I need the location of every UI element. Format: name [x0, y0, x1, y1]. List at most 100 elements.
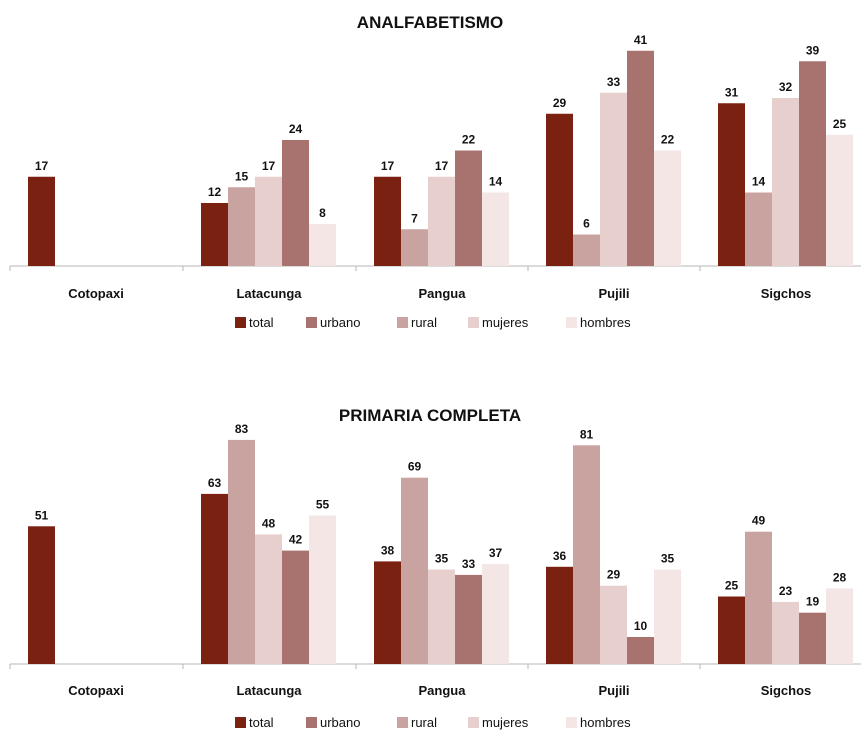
legend-swatch-total	[235, 717, 246, 728]
legend-swatch-urbano	[306, 717, 317, 728]
bar-pujili-urbano	[627, 50, 654, 266]
data-label-pangua-mujeres: 35	[435, 552, 449, 566]
bar-pujili-rural	[573, 445, 600, 664]
data-label-pujili-rural: 81	[580, 427, 594, 441]
bar-pujili-hombres	[654, 569, 681, 664]
category-label-pangua: Pangua	[419, 683, 467, 698]
data-label-pangua-rural: 7	[411, 211, 418, 225]
data-label-pujili-mujeres: 33	[607, 75, 621, 89]
legend-label-hombres: hombres	[580, 315, 631, 330]
data-label-latacunga-hombres: 8	[319, 206, 326, 220]
category-label-pujili: Pujili	[598, 286, 629, 301]
data-label-pujili-mujeres: 29	[607, 568, 621, 582]
data-label-sigchos-rural: 49	[752, 514, 766, 528]
bar-pangua-hombres	[482, 192, 509, 266]
data-label-latacunga-urbano: 24	[289, 122, 303, 136]
bar-sigchos-hombres	[826, 134, 853, 266]
legend-swatch-urbano	[306, 317, 317, 328]
legend-label-mujeres: mujeres	[482, 315, 529, 330]
bar-pangua-urbano	[455, 150, 482, 266]
bar-latacunga-total	[201, 203, 228, 266]
data-label-pujili-hombres: 22	[661, 133, 675, 147]
bar-pangua-mujeres	[428, 176, 455, 266]
bar-latacunga-rural	[228, 187, 255, 266]
data-label-pangua-rural: 69	[408, 460, 422, 474]
data-label-latacunga-rural: 15	[235, 169, 249, 183]
bar-pangua-total	[374, 561, 401, 664]
bar-sigchos-total	[718, 103, 745, 266]
bar-sigchos-urbano	[799, 61, 826, 266]
data-label-sigchos-hombres: 25	[833, 117, 847, 131]
data-label-pujili-urbano: 10	[634, 619, 648, 633]
bar-pangua-hombres	[482, 564, 509, 664]
legend-swatch-total	[235, 317, 246, 328]
category-label-cotopaxi: Cotopaxi	[68, 683, 124, 698]
bar-pujili-hombres	[654, 150, 681, 266]
category-label-latacunga: Latacunga	[236, 683, 302, 698]
data-label-cotopaxi-total: 51	[35, 508, 49, 522]
bar-pangua-total	[374, 176, 401, 266]
bar-pujili-total	[546, 566, 573, 664]
data-label-pujili-total: 29	[553, 96, 567, 110]
data-label-cotopaxi-total: 17	[35, 159, 49, 173]
data-label-sigchos-mujeres: 32	[779, 80, 793, 94]
bar-latacunga-hombres	[309, 224, 336, 266]
bar-latacunga-mujeres	[255, 176, 282, 266]
bar-cotopaxi-total	[28, 176, 55, 266]
data-label-pangua-total: 17	[381, 159, 395, 173]
category-label-sigchos: Sigchos	[761, 286, 812, 301]
legend-swatch-mujeres	[468, 317, 479, 328]
chart-title: ANALFABETISMO	[357, 13, 503, 32]
bar-sigchos-total	[718, 596, 745, 664]
data-label-latacunga-total: 63	[208, 476, 222, 490]
bar-pujili-total	[546, 113, 573, 266]
data-label-sigchos-mujeres: 23	[779, 584, 793, 598]
bar-pujili-urbano	[627, 637, 654, 664]
bar-latacunga-rural	[228, 439, 255, 664]
data-label-sigchos-urbano: 19	[806, 595, 820, 609]
bar-sigchos-rural	[745, 531, 772, 664]
data-label-latacunga-hombres: 55	[316, 498, 330, 512]
data-label-pujili-total: 36	[553, 549, 567, 563]
legend-label-rural: rural	[411, 315, 437, 330]
legend-label-urbano: urbano	[320, 715, 360, 730]
data-label-sigchos-total: 25	[725, 579, 739, 593]
bar-sigchos-mujeres	[772, 601, 799, 664]
bar-pangua-urbano	[455, 574, 482, 664]
bar-sigchos-hombres	[826, 588, 853, 664]
legend-swatch-rural	[397, 317, 408, 328]
legend-swatch-hombres	[566, 717, 577, 728]
legend-label-hombres: hombres	[580, 715, 631, 730]
bar-pujili-mujeres	[600, 92, 627, 266]
data-label-pangua-urbano: 33	[462, 557, 476, 571]
data-label-pujili-urbano: 41	[634, 33, 648, 47]
category-label-sigchos: Sigchos	[761, 683, 812, 698]
data-label-latacunga-mujeres: 17	[262, 159, 276, 173]
category-label-pangua: Pangua	[419, 286, 467, 301]
data-label-pangua-total: 38	[381, 543, 395, 557]
data-label-latacunga-mujeres: 48	[262, 516, 276, 530]
bar-pujili-mujeres	[600, 585, 627, 664]
bar-sigchos-rural	[745, 192, 772, 266]
bar-latacunga-total	[201, 493, 228, 664]
legend-swatch-rural	[397, 717, 408, 728]
category-label-cotopaxi: Cotopaxi	[68, 286, 124, 301]
bar-cotopaxi-total	[28, 526, 55, 664]
legend-label-rural: rural	[411, 715, 437, 730]
data-label-sigchos-rural: 14	[752, 175, 766, 189]
bar-sigchos-urbano	[799, 612, 826, 664]
category-label-latacunga: Latacunga	[236, 286, 302, 301]
data-label-sigchos-total: 31	[725, 85, 739, 99]
data-label-latacunga-rural: 83	[235, 422, 249, 436]
bar-pangua-rural	[401, 229, 428, 266]
bar-sigchos-mujeres	[772, 98, 799, 266]
chart-primaria-completa: PRIMARIA COMPLETA 51 Cotopaxi 63 83 48 42 55 Lat…	[9, 406, 861, 730]
bar-pangua-rural	[401, 477, 428, 664]
chart-title: PRIMARIA COMPLETA	[339, 406, 521, 425]
bar-latacunga-urbano	[282, 140, 309, 266]
data-label-pujili-hombres: 35	[661, 552, 675, 566]
category-label-pujili: Pujili	[598, 683, 629, 698]
legend-swatch-hombres	[566, 317, 577, 328]
legend-label-total: total	[249, 315, 274, 330]
